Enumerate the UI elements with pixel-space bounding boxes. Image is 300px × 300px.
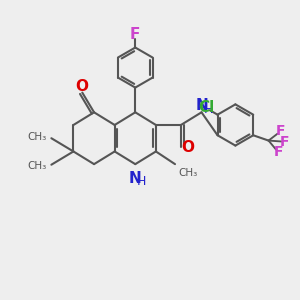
Text: H: H: [137, 175, 146, 188]
Text: O: O: [181, 140, 194, 154]
Text: O: O: [75, 79, 88, 94]
Text: CH₃: CH₃: [28, 132, 47, 142]
Text: F: F: [130, 27, 140, 42]
Text: CH₃: CH₃: [178, 168, 197, 178]
Text: N: N: [129, 171, 142, 186]
Text: Cl: Cl: [198, 100, 214, 115]
Text: N: N: [196, 98, 208, 113]
Text: CH₃: CH₃: [28, 161, 47, 171]
Text: H: H: [203, 103, 213, 116]
Text: F: F: [274, 146, 283, 159]
Text: F: F: [276, 124, 286, 138]
Text: F: F: [280, 135, 290, 149]
